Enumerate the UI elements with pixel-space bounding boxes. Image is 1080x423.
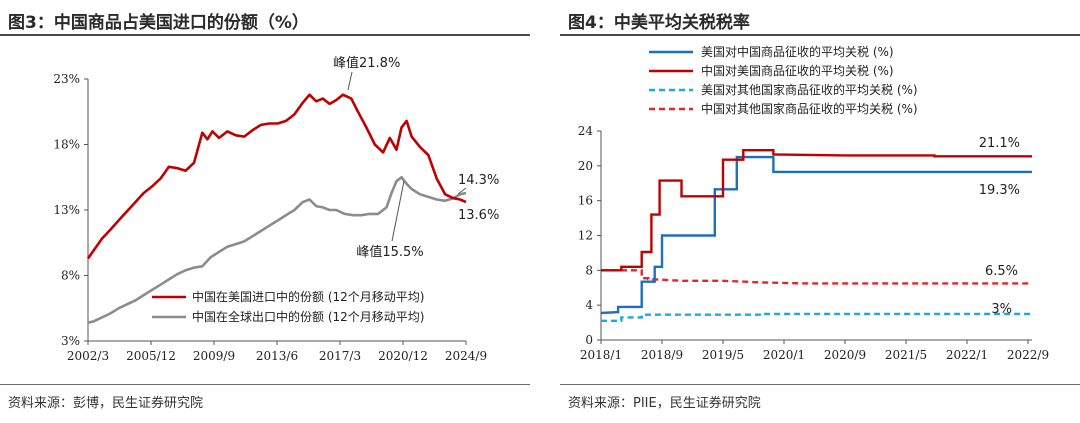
left-x-tick-label: 2009/9 <box>193 349 235 363</box>
left-annotation-end-red: 13.6% <box>458 208 499 223</box>
right-x-tick-label: 2022/9 <box>1007 348 1049 362</box>
right-legend-label: 美国对中国商品征收的平均关税 (%) <box>701 44 894 59</box>
right-x-tick-label: 2021/5 <box>885 348 927 362</box>
right-annotation-blue-dash-end: 3% <box>991 302 1012 317</box>
left-series-global-export-share-line <box>87 176 467 324</box>
right-y-tick-label: 24 <box>578 124 594 138</box>
left-chart-title: 图3：中国商品占美国进口的份额（%） <box>8 13 309 33</box>
left-y-tick-label: 23% <box>53 72 80 86</box>
left-series-us-import-share-line <box>86 93 467 260</box>
left-y-tick-label: 18% <box>53 138 80 152</box>
left-title-underline <box>0 34 530 36</box>
right-annotation-red-dash-end: 6.5% <box>985 264 1018 279</box>
left-legend-label: 中国在美国进口中的份额 (12个月移动平均) <box>192 289 424 304</box>
right-series-us-on-others-dashed <box>601 312 1032 322</box>
left-x-tick-label: 2020/12 <box>378 349 428 363</box>
left-y-tick-label: 13% <box>53 203 80 217</box>
right-y-tick-label: 0 <box>585 333 593 347</box>
left-annotation-end-gray: 14.3% <box>458 173 499 188</box>
right-line-chart: 0 4 8 12 16 20 24 2018/1 2018/9 2019/5 2020/1 2020/… <box>578 44 1049 362</box>
left-x-tick-label: 2005/12 <box>126 349 176 363</box>
right-x-tick-label: 2018/1 <box>580 348 622 362</box>
left-source-divider <box>0 384 530 385</box>
left-annotation-peak-red-leader <box>347 71 353 91</box>
left-annotation-peak-gray: 峰值15.5% <box>356 244 423 260</box>
right-legend-label: 中国对其他国家商品征收的平均关税 (%) <box>701 101 918 116</box>
right-y-tick-label: 20 <box>578 159 593 173</box>
left-y-tick-label: 3% <box>61 334 80 348</box>
right-x-tick-label: 2022/1 <box>946 348 988 362</box>
right-x-tick-label: 2020/9 <box>824 348 866 362</box>
right-series-us-on-china-line <box>600 155 1032 315</box>
left-line-chart: 3% 8% 13% 18% 23% 2002/3 2005/12 2009/9 2013/6 20… <box>53 55 499 363</box>
left-source-note: 资料来源：彭博，民生证券研究院 <box>8 396 204 411</box>
right-y-tick-label: 12 <box>578 229 593 243</box>
right-y-tick-label: 8 <box>585 263 593 277</box>
right-source-note: 资料来源：PIIE，民生证券研究院 <box>568 396 761 411</box>
right-title-underline <box>560 34 1080 36</box>
right-series-china-on-us-line <box>601 148 1032 272</box>
right-chart-title: 图4：中美平均关税税率 <box>568 13 750 33</box>
left-x-tick-label: 2013/6 <box>256 349 298 363</box>
right-y-tick-label: 16 <box>578 194 593 208</box>
right-legend-label: 美国对其他国家商品征收的平均关税 (%) <box>701 82 918 97</box>
right-series-china-on-others-dashed <box>601 269 1032 285</box>
left-legend-label: 中国在全球出口中的份额 (12个月移动平均) <box>192 309 424 324</box>
right-annotation-red-end: 21.1% <box>979 136 1020 151</box>
right-source-divider <box>560 384 1080 385</box>
right-y-tick-label: 4 <box>585 298 593 312</box>
left-y-tick-label: 8% <box>61 269 80 283</box>
left-annotation-end-gray-leader <box>457 187 467 195</box>
right-chart-panel: 图4：中美平均关税税率 0 4 8 12 16 20 24 2018/1 2018/9 2019/… <box>560 0 1080 423</box>
left-chart-panel: 图3：中国商品占美国进口的份额（%） 3% 8% 13% 18% 23% 2002/3 20… <box>0 0 530 423</box>
left-x-tick-label: 2024/9 <box>445 349 487 363</box>
right-legend-label: 中国对美国商品征收的平均关税 (%) <box>701 63 894 78</box>
right-annotation-blue-end: 19.3% <box>979 183 1020 198</box>
left-annotation-peak-gray-leader <box>391 180 405 242</box>
right-x-tick-label: 2020/1 <box>763 348 805 362</box>
left-annotation-peak-red: 峰值21.8% <box>333 55 400 71</box>
left-x-tick-label: 2017/3 <box>319 349 361 363</box>
right-x-tick-label: 2019/5 <box>702 348 744 362</box>
right-x-tick-label: 2018/9 <box>641 348 683 362</box>
left-x-tick-label: 2002/3 <box>67 349 109 363</box>
